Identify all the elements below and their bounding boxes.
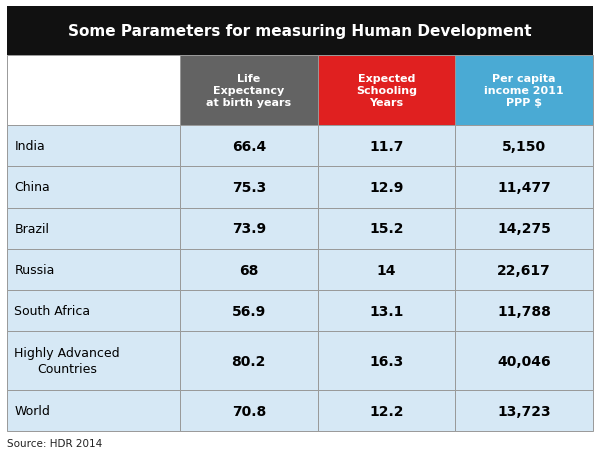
Text: Source: HDR 2014: Source: HDR 2014 <box>7 438 103 448</box>
Bar <box>180 167 317 208</box>
Bar <box>455 332 593 390</box>
Bar <box>7 56 180 126</box>
Text: 56.9: 56.9 <box>232 304 266 318</box>
Bar <box>317 390 455 431</box>
Bar <box>455 126 593 167</box>
Bar <box>317 249 455 291</box>
Bar <box>317 291 455 332</box>
Text: Per capita
income 2011
PPP $: Per capita income 2011 PPP $ <box>484 73 564 108</box>
Bar <box>7 249 180 291</box>
Text: 12.2: 12.2 <box>369 404 404 418</box>
Bar <box>7 7 593 56</box>
Bar <box>455 56 593 126</box>
Text: 80.2: 80.2 <box>232 354 266 368</box>
Text: Highly Advanced
Countries: Highly Advanced Countries <box>14 347 120 375</box>
Text: 13.1: 13.1 <box>369 304 404 318</box>
Bar <box>7 126 180 167</box>
Text: 14,275: 14,275 <box>497 222 551 236</box>
Text: South Africa: South Africa <box>14 305 91 318</box>
Text: 73.9: 73.9 <box>232 222 266 236</box>
Bar <box>180 390 317 431</box>
Text: 13,723: 13,723 <box>497 404 551 418</box>
Text: 70.8: 70.8 <box>232 404 266 418</box>
Text: 75.3: 75.3 <box>232 180 266 195</box>
Text: 68: 68 <box>239 263 259 277</box>
Bar <box>455 167 593 208</box>
Bar <box>180 56 317 126</box>
Bar <box>180 291 317 332</box>
Bar <box>455 390 593 431</box>
Text: 5,150: 5,150 <box>502 140 546 153</box>
Text: Some Parameters for measuring Human Development: Some Parameters for measuring Human Deve… <box>68 24 532 39</box>
Text: Expected
Schooling
Years: Expected Schooling Years <box>356 73 417 108</box>
Bar <box>317 126 455 167</box>
Text: Brazil: Brazil <box>14 222 49 235</box>
Bar <box>317 167 455 208</box>
Bar <box>317 208 455 249</box>
Text: 16.3: 16.3 <box>369 354 404 368</box>
Text: 14: 14 <box>377 263 396 277</box>
Text: 66.4: 66.4 <box>232 140 266 153</box>
Text: 11,788: 11,788 <box>497 304 551 318</box>
Bar <box>180 208 317 249</box>
Bar <box>7 208 180 249</box>
Bar <box>7 167 180 208</box>
Bar <box>7 332 180 390</box>
Bar <box>7 390 180 431</box>
Text: China: China <box>14 181 50 194</box>
Bar <box>180 126 317 167</box>
Bar <box>317 56 455 126</box>
Text: 11,477: 11,477 <box>497 180 551 195</box>
Bar <box>180 249 317 291</box>
Text: 22,617: 22,617 <box>497 263 551 277</box>
Text: 15.2: 15.2 <box>369 222 404 236</box>
Text: 11.7: 11.7 <box>369 140 404 153</box>
Bar <box>7 291 180 332</box>
Text: World: World <box>14 404 50 417</box>
Text: India: India <box>14 140 45 153</box>
Text: Russia: Russia <box>14 263 55 276</box>
Text: Life
Expectancy
at birth years: Life Expectancy at birth years <box>206 73 292 108</box>
Bar <box>180 332 317 390</box>
Bar <box>317 332 455 390</box>
Bar <box>455 249 593 291</box>
Bar <box>455 208 593 249</box>
Bar <box>455 291 593 332</box>
Text: 40,046: 40,046 <box>497 354 551 368</box>
Text: 12.9: 12.9 <box>369 180 404 195</box>
